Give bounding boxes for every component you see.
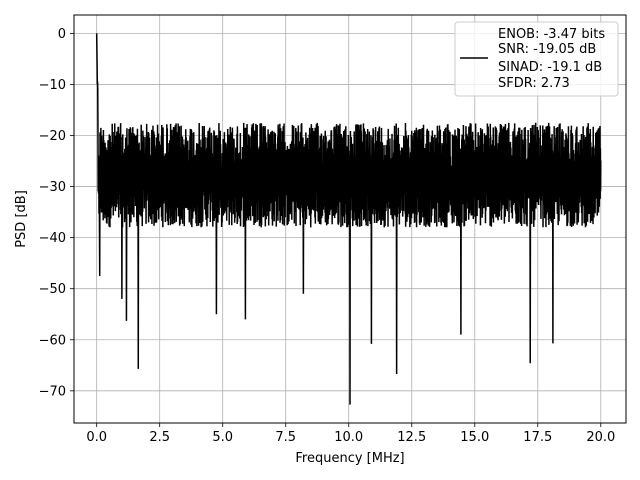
legend-entry-enob: ENOB: -3.47 bits [498, 27, 605, 42]
y-tick-label: −20 [39, 129, 66, 144]
y-tick-label: −60 [39, 333, 66, 348]
x-tick-label: 10.0 [334, 430, 363, 445]
legend: ENOB: -3.47 bits SNR: -19.05 dB SINAD: -… [454, 21, 619, 97]
x-tick-label: 0.0 [86, 430, 107, 445]
y-tick-label: −70 [39, 384, 66, 399]
x-tick-label: 17.5 [523, 430, 552, 445]
y-tick-label: −50 [39, 282, 66, 297]
legend-entry-snr: SNR: -19.05 dB [498, 42, 596, 57]
y-tick-label: −30 [39, 180, 66, 195]
x-tick-label: 15.0 [460, 430, 489, 445]
x-tick-label: 2.5 [149, 430, 170, 445]
plot-series-wrap [95, 33, 602, 405]
x-tick-label: 12.5 [397, 430, 426, 445]
x-tick-label: 7.5 [275, 430, 296, 445]
x-tick-label: 20.0 [586, 430, 615, 445]
y-axis-label: PSD [dB] [14, 190, 29, 248]
legend-box [454, 21, 619, 97]
y-tick-label: 0 [58, 27, 66, 42]
plot-frame [73, 14, 627, 424]
legend-entry-sinad: SINAD: -19.1 dB [498, 60, 602, 75]
x-axis-ticks: 0.0 2.5 5.0 7.5 10.0 12.5 15.0 17.5 20.0 [86, 423, 615, 445]
y-tick-label: −10 [39, 78, 66, 93]
legend-entry-sfdr: SFDR: 2.73 [498, 76, 570, 91]
psd-series-line [95, 33, 602, 405]
y-axis-ticks: 0 −10 −20 −30 −40 −50 −60 −70 [39, 27, 74, 399]
x-tick-label: 5.0 [212, 430, 233, 445]
x-axis-label: Frequency [MHz] [295, 451, 404, 466]
y-tick-label: −40 [39, 231, 66, 246]
